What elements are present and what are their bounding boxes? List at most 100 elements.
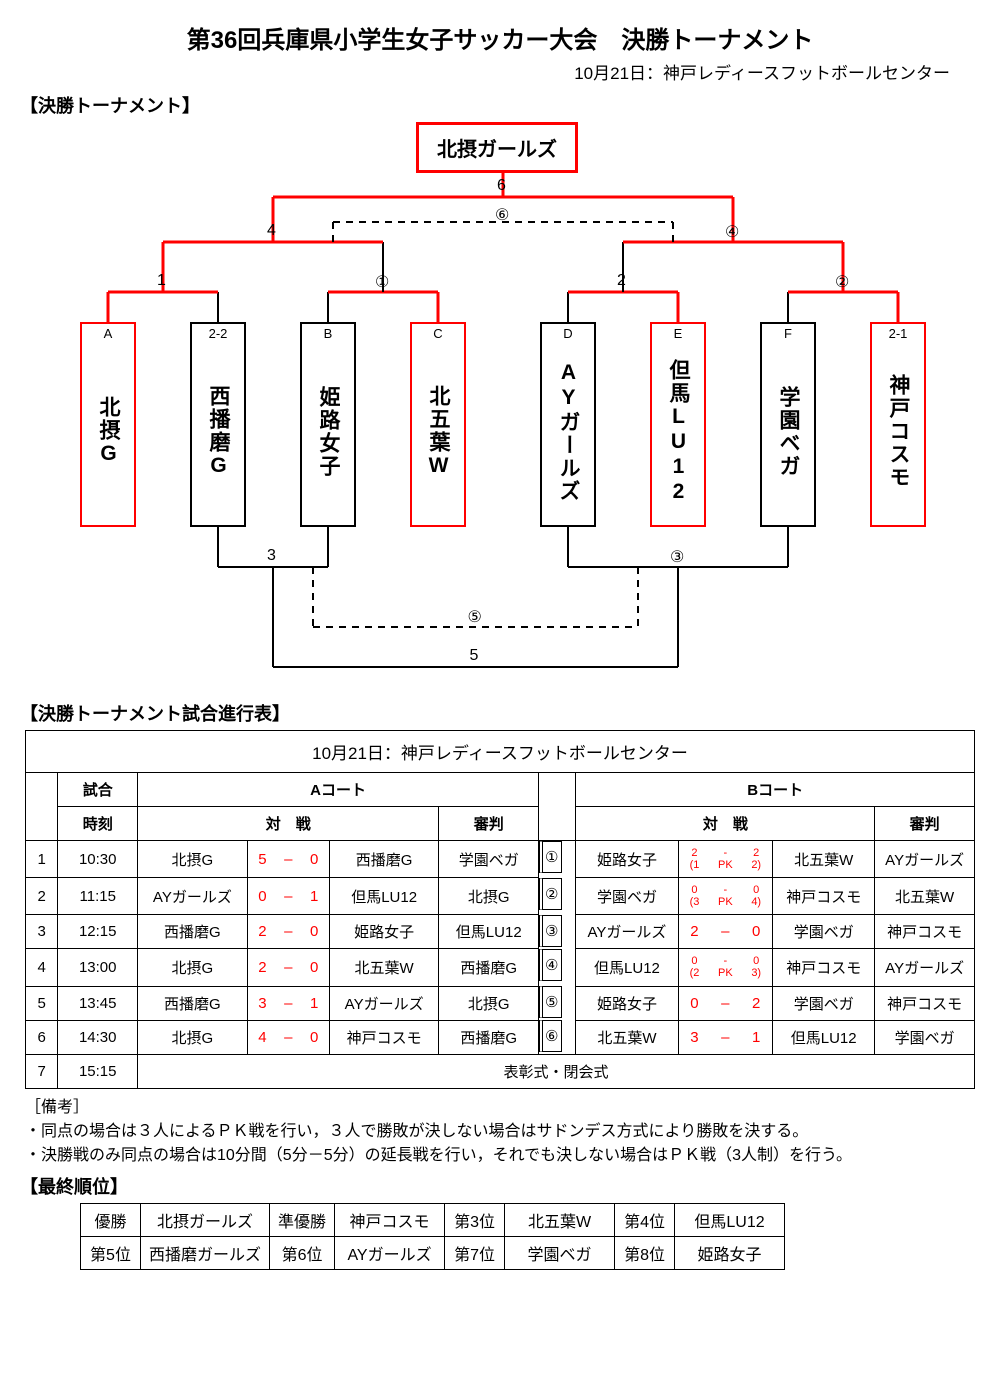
notes-section: ［備考］ ・同点の場合は３人によるＰＫ戦を行い，３人で勝敗が決しない場合はサドン… [25,1093,975,1165]
a-referee: 北摂G [439,986,539,1020]
a-team1: 西播磨G [138,915,248,949]
schedule-table: 10月21日：神戸レディースフットボールセンター 試合 Aコート Bコート 時刻… [25,730,975,1089]
b-team2: 但馬LU12 [773,1020,875,1054]
a-score2: 0 [299,841,329,878]
a-team2: 西播磨G [329,841,439,878]
team-slot: C [412,324,464,344]
rank-team: 姫路女子 [675,1236,785,1269]
team-slot: F [762,324,814,344]
notes-label: ［備考］ [25,1093,975,1117]
schedule-row: 3 12:15 西播磨G 2 – 0 姫路女子 但馬LU12 ③ AYガールズ … [26,915,975,949]
ceremony-text: 表彰式・閉会式 [138,1054,975,1088]
col-match-b: 対 戦 [576,807,875,841]
bracket-diagram: 北摂ガールズ A 北摂G2-2 西播磨GB 姫路女子C 北五葉WD AYガールズ… [20,122,980,692]
team-box: D AYガールズ [540,322,596,527]
team-name: 学園ベガ [762,344,814,519]
team-slot: E [652,324,704,344]
schedule-row: 5 13:45 西播磨G 3 – 1 AYガールズ 北摂G ⑤ 姫路女子 0 –… [26,986,975,1020]
team-box: 2-1 神戸コスモ [870,322,926,527]
row-time: 11:15 [58,878,138,915]
team-slot: 2-1 [872,324,924,344]
b-team1: 学園ベガ [576,878,678,915]
b-team2: 北五葉W [773,841,875,878]
a-referee: 西播磨G [439,1020,539,1054]
a-team2: 但馬LU12 [329,878,439,915]
team-box: 2-2 西播磨G [190,322,246,527]
a-referee: 学園ベガ [439,841,539,878]
rank-label: 第8位 [615,1236,675,1269]
a-score2: 0 [299,1020,329,1054]
a-team1: 北摂G [138,949,248,986]
b-team2: 学園ベガ [773,915,875,949]
b-team1: AYガールズ [576,915,678,949]
a-score2: 0 [299,915,329,949]
a-score1: 4 [247,1020,277,1054]
bracket-section-label: 【決勝トーナメント】 [20,92,980,118]
b-row-no: ① [539,841,561,873]
rank-team: 西播磨ガールズ [141,1236,270,1269]
b-team1: 姫路女子 [576,841,678,878]
rank-team: 神戸コスモ [335,1203,445,1236]
schedule-date-venue: 10月21日：神戸レディースフットボールセンター [26,731,975,773]
col-court-a: Aコート [138,773,539,807]
row-no: 5 [26,986,58,1020]
rank-team: 但馬LU12 [675,1203,785,1236]
team-slot: D [542,324,594,344]
champion-box: 北摂ガールズ [416,122,578,173]
schedule-row: 6 14:30 北摂G 4 – 0 神戸コスモ 西播磨G ⑥ 北五葉W 3 – … [26,1020,975,1054]
b-team2: 学園ベガ [773,986,875,1020]
row-time: 14:30 [58,1020,138,1054]
b-row-no: ⑥ [539,1020,561,1052]
bracket-match-label: 2 [617,272,626,290]
row-no: 6 [26,1020,58,1054]
a-score1: 0 [247,878,277,915]
col-match: 試合 [58,773,138,807]
b-row-no: ④ [539,949,561,981]
team-box: A 北摂G [80,322,136,527]
rank-team: AYガールズ [335,1236,445,1269]
bracket-match-label: ② [835,272,849,292]
team-slot: A [82,324,134,344]
subtitle: 10月21日：神戸レディースフットボールセンター [20,59,950,84]
a-score2: 1 [299,986,329,1020]
col-court-b: Bコート [576,773,975,807]
bracket-match-label: ⑤ [468,607,482,627]
row-no: 1 [26,841,58,878]
team-box: E 但馬LU12 [650,322,706,527]
team-name: 姫路女子 [302,344,354,519]
bracket-match-label: 3 [267,547,276,565]
a-team2: 神戸コスモ [329,1020,439,1054]
a-team1: AYガールズ [138,878,248,915]
row-no: 4 [26,949,58,986]
b-referee: AYガールズ [875,949,975,986]
team-box: C 北五葉W [410,322,466,527]
b-referee: AYガールズ [875,841,975,878]
rank-label: 第5位 [81,1236,141,1269]
b-referee: 北五葉W [875,878,975,915]
b-team1: 姫路女子 [576,986,678,1020]
b-row-no: ⑤ [539,986,561,1018]
note-line: ・決勝戦のみ同点の場合は10分間（5分－5分）の延長戦を行い，それでも決しない場… [25,1141,975,1165]
rank-team: 北摂ガールズ [141,1203,270,1236]
b-team2: 神戸コスモ [773,949,875,986]
team-name: 但馬LU12 [652,344,704,519]
bracket-match-label: ① [375,272,389,292]
schedule-row-ceremony: 715:15 表彰式・閉会式 [26,1054,975,1088]
rank-label: 優勝 [81,1203,141,1236]
col-ref-b: 審判 [875,807,975,841]
a-score2: 0 [299,949,329,986]
schedule-row: 1 10:30 北摂G 5 – 0 西播磨G 学園ベガ ① 姫路女子 2(1 -… [26,841,975,878]
b-team1: 北五葉W [576,1020,678,1054]
a-team2: AYガールズ [329,986,439,1020]
rank-label: 第7位 [445,1236,505,1269]
b-row-no: ③ [539,915,561,947]
row-no: 2 [26,878,58,915]
rank-row: 優勝北摂ガールズ準優勝神戸コスモ第3位北五葉W第4位但馬LU12 [81,1203,785,1236]
b-referee: 神戸コスモ [875,915,975,949]
a-score1: 3 [247,986,277,1020]
a-score1: 2 [247,949,277,986]
bracket-match-label: 4 [267,222,276,240]
page-title: 第36回兵庫県小学生女子サッカー大会 決勝トーナメント [20,20,980,55]
a-team1: 北摂G [138,1020,248,1054]
a-referee: 北摂G [439,878,539,915]
